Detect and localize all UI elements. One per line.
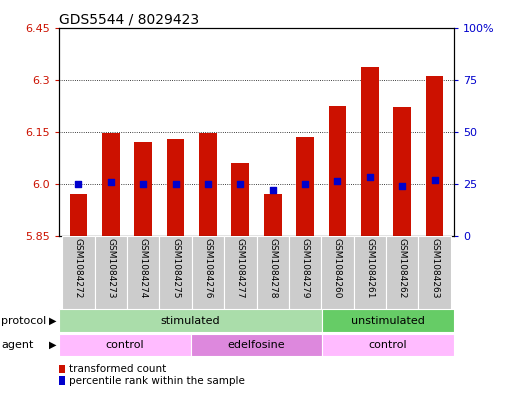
Text: GSM1084272: GSM1084272 <box>74 238 83 298</box>
Text: GSM1084279: GSM1084279 <box>301 238 309 298</box>
Point <box>204 180 212 187</box>
Text: GSM1084277: GSM1084277 <box>236 238 245 298</box>
Text: ▶: ▶ <box>49 316 56 326</box>
Point <box>171 180 180 187</box>
Bar <box>321 236 353 309</box>
Bar <box>231 163 249 236</box>
Text: GSM1084263: GSM1084263 <box>430 238 439 298</box>
Bar <box>192 236 224 309</box>
Text: GSM1084260: GSM1084260 <box>333 238 342 298</box>
Text: ▶: ▶ <box>49 340 56 350</box>
Bar <box>59 334 191 356</box>
Bar <box>94 236 127 309</box>
Bar <box>62 236 94 309</box>
Text: GSM1084276: GSM1084276 <box>204 238 212 298</box>
Bar <box>70 194 87 236</box>
Bar <box>361 68 379 236</box>
Bar <box>256 236 289 309</box>
Text: GSM1084275: GSM1084275 <box>171 238 180 298</box>
Bar <box>353 236 386 309</box>
Text: edelfosine: edelfosine <box>228 340 285 350</box>
Point <box>107 178 115 185</box>
Text: GSM1084261: GSM1084261 <box>365 238 374 298</box>
Text: GSM1084262: GSM1084262 <box>398 238 407 298</box>
Bar <box>426 76 443 236</box>
Bar <box>419 236 451 309</box>
Bar <box>289 236 321 309</box>
Point <box>301 180 309 187</box>
Point <box>139 180 147 187</box>
Text: GDS5544 / 8029423: GDS5544 / 8029423 <box>59 12 199 26</box>
Point <box>333 178 342 184</box>
Bar <box>191 334 322 356</box>
Point <box>236 180 244 187</box>
Point <box>398 183 406 189</box>
Bar <box>167 139 185 236</box>
Bar <box>322 334 454 356</box>
Text: percentile rank within the sample: percentile rank within the sample <box>69 376 245 386</box>
Bar <box>264 194 282 236</box>
Bar <box>328 106 346 236</box>
Bar <box>224 236 256 309</box>
Point <box>74 180 83 187</box>
Text: unstimulated: unstimulated <box>351 316 425 326</box>
Text: control: control <box>106 340 144 350</box>
Bar <box>199 133 217 236</box>
Bar <box>386 236 419 309</box>
Text: transformed count: transformed count <box>69 364 167 374</box>
Bar <box>102 133 120 236</box>
Point <box>269 187 277 193</box>
Bar <box>322 309 454 332</box>
Point <box>430 176 439 183</box>
Bar <box>134 142 152 236</box>
Text: GSM1084273: GSM1084273 <box>106 238 115 298</box>
Bar <box>160 236 192 309</box>
Bar <box>296 137 314 236</box>
Point <box>366 174 374 181</box>
Text: GSM1084274: GSM1084274 <box>139 238 148 298</box>
Text: protocol: protocol <box>1 316 46 326</box>
Text: GSM1084278: GSM1084278 <box>268 238 277 298</box>
Bar <box>127 236 160 309</box>
Text: control: control <box>369 340 407 350</box>
Text: stimulated: stimulated <box>161 316 221 326</box>
Bar <box>393 107 411 236</box>
Bar <box>59 309 322 332</box>
Text: agent: agent <box>1 340 33 350</box>
